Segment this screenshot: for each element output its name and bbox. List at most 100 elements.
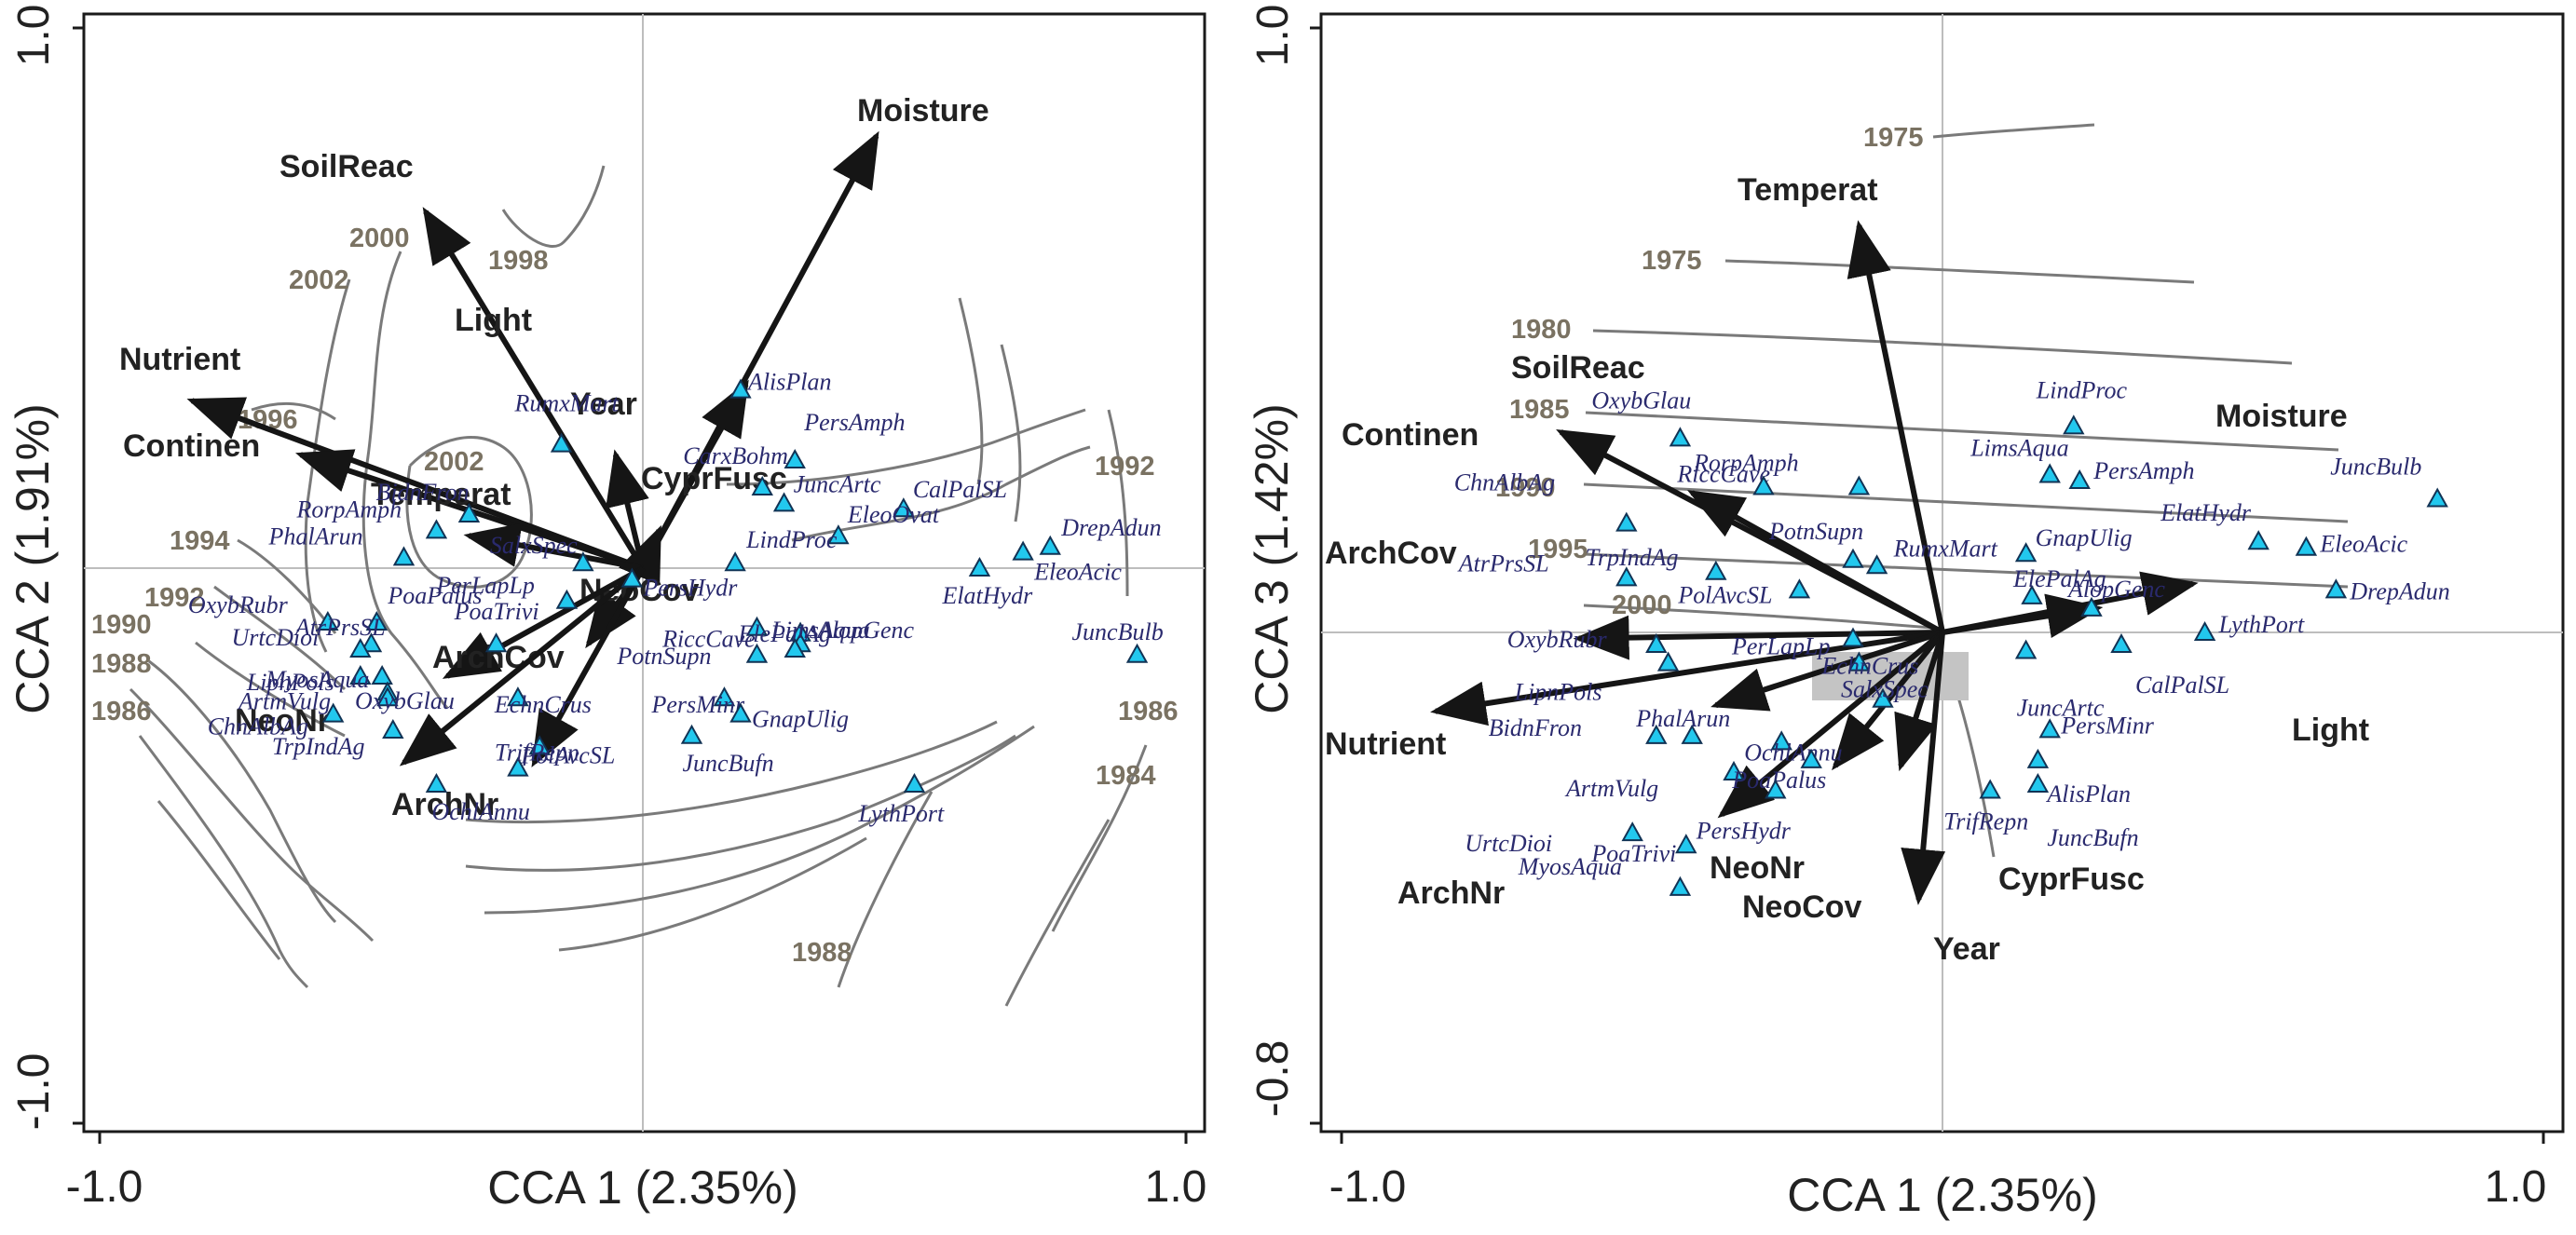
contour-year-label: 1984 [1096, 761, 1156, 791]
env-arrow-archnr [531, 566, 646, 768]
species-label: PolAvcSL [520, 741, 615, 768]
species-point [729, 378, 752, 399]
species-label: RiccCave [661, 626, 756, 653]
species-label: OxybGlau [355, 687, 455, 714]
left-contour-line [465, 734, 1016, 872]
species-point [555, 589, 579, 609]
species-label: ElePalAg [2012, 565, 2106, 592]
species-point [745, 616, 769, 636]
right-series-layer: 1975 1975 1980 1985 1990 1995 2000 Temperat Soil… [1325, 123, 2450, 967]
species-label: MyosAqua [265, 666, 369, 693]
species-point [1872, 687, 1894, 708]
right-y-axis-label: CCA 3 (1.42%) [1246, 403, 1298, 713]
contour-year-label: 1986 [91, 697, 152, 726]
species-label: CarxBohm [683, 442, 788, 469]
species-point [392, 546, 416, 566]
species-label: EleoAcic [2319, 531, 2407, 558]
species-label: TrifRepn [1943, 808, 2028, 835]
species-point [2014, 639, 2038, 659]
env-arrow-label: NeoCov [1742, 889, 1862, 925]
species-point [528, 735, 551, 755]
left-contour-line [213, 585, 347, 691]
species-label: GnapUlig [752, 706, 849, 733]
species-label: PhalArun [1635, 705, 1730, 732]
contour-year-label: 2002 [424, 447, 484, 477]
env-arrow-label: Moisture [857, 93, 989, 129]
species-label: ElatHydr [2160, 499, 2252, 526]
contour-year-label: 1988 [792, 938, 852, 968]
species-point [1615, 566, 1638, 587]
species-point [772, 492, 796, 512]
species-point [1770, 730, 1792, 751]
species-point [1788, 578, 1811, 599]
species-label: SalxSpec [490, 532, 578, 559]
species-label: PolAvcSL [1677, 581, 1772, 608]
left-contour-line [558, 836, 867, 952]
species-label: PotnSupn [616, 643, 711, 670]
species-label: CalPalSL [913, 476, 1007, 503]
species-label: AtrPrsSL [293, 614, 386, 641]
species-point [729, 702, 752, 723]
species-label: PersHydr [1696, 818, 1792, 845]
species-point [680, 724, 703, 744]
species-label: RumxMart [1893, 535, 1998, 562]
contour-year-label: 1994 [170, 526, 230, 556]
species-label: ArtmVulg [1564, 775, 1658, 802]
env-arrow-label: Light [2292, 712, 2369, 748]
species-point [1865, 554, 1888, 575]
env-arrow-label: NeoNr [1710, 850, 1805, 886]
right-contour-line [1585, 411, 2339, 452]
species-label: OchlAnnu [1744, 739, 1842, 766]
species-label: RorpAmph [295, 495, 402, 522]
right-xtick-label-max: 1.0 [2485, 1162, 2547, 1212]
species-label: SalxSpec [1841, 676, 1929, 703]
species-label: JuncBulb [2330, 454, 2421, 481]
right-x-axis-label: CCA 1 (2.35%) [1787, 1169, 2097, 1221]
species-point [1842, 627, 1864, 647]
species-point [425, 772, 448, 793]
species-point [1723, 760, 1745, 780]
species-label: JuncBufn [2047, 824, 2138, 851]
species-label: LindProc [2036, 376, 2128, 403]
species-point [321, 702, 345, 723]
species-label: AtrPrsSL [1457, 550, 1549, 577]
left-contour-line [791, 445, 1091, 542]
species-label: PersMinr [2060, 712, 2155, 739]
contour-year-label: 1995 [1528, 535, 1588, 564]
env-arrow-label: Light [455, 303, 532, 338]
env-arrow-label: ArchNr [391, 787, 498, 822]
species-label: LipnPols [246, 669, 334, 696]
contour-year-label: 2002 [289, 265, 349, 295]
species-label: OxybRubr [188, 591, 289, 618]
left-contour-line [129, 687, 375, 943]
species-point [1842, 548, 1864, 568]
species-label: EleoAcic [1033, 559, 1122, 586]
species-label: MyosAqua [1518, 853, 1622, 880]
species-label: TrpIndAg [1586, 544, 1679, 571]
env-arrow-temperat [463, 522, 644, 571]
species-label: PoaTrivi [454, 598, 539, 625]
species-point [1752, 475, 1775, 495]
env-arrow-label: Moisture [2215, 399, 2348, 434]
species-label: OxybGlau [1591, 387, 1691, 414]
species-label: BidnFron [1489, 714, 1582, 741]
species-point [1979, 779, 2001, 799]
species-point [507, 686, 529, 707]
left-contour-line [837, 791, 934, 988]
contour-year-label: 1992 [144, 583, 205, 613]
species-point [1645, 724, 1668, 744]
left-contour-line [251, 401, 336, 421]
env-arrow-neonr [399, 565, 645, 767]
env-arrow-cyprfusc [1894, 631, 1945, 772]
right-ytick-label-max: 1.0 [1248, 5, 1298, 67]
contour-year-label: 1980 [1511, 315, 1572, 345]
species-point [1615, 511, 1638, 532]
species-label: PersAmph [2092, 457, 2194, 484]
env-arrow-label: SoilReac [1511, 350, 1645, 386]
left-panel: -1.0 1.0 1.0 -1.0 CCA 1 (2.35%) CCA 2 (1… [7, 5, 1206, 1214]
right-contour-line [1583, 552, 2349, 589]
species-point [751, 475, 773, 495]
left-ytick-label-min: -1.0 [9, 1053, 59, 1131]
species-point [745, 643, 769, 663]
species-point [2080, 596, 2103, 617]
